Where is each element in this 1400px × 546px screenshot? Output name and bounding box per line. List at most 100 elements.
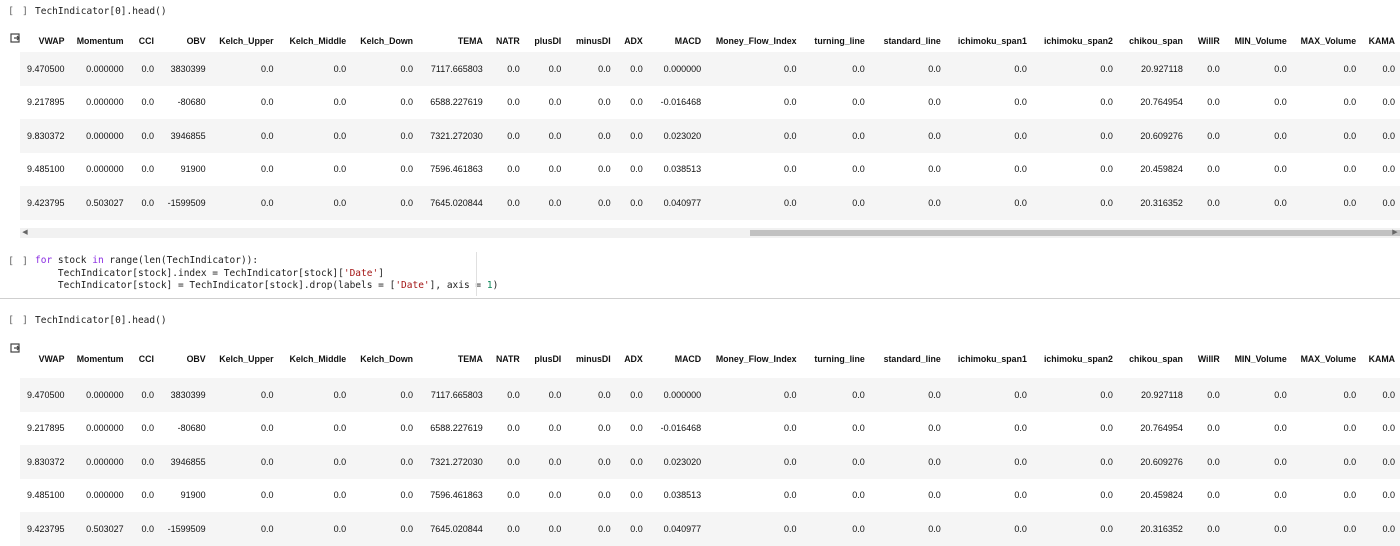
table-cell: 0.0 [615,85,648,119]
table-cell: 91900 [158,478,211,512]
table-cell: 0.0 [210,186,279,220]
output-toggle-icon[interactable] [10,33,21,44]
cell-2-run-button[interactable]: [ ] [8,256,30,267]
table-cell: 7596.461863 [418,478,488,512]
column-header: MIN_Volume [1234,36,1287,46]
table-cell: 0.0 [801,85,870,119]
table-cell: 0.0 [1224,52,1292,86]
table-cell: 0.0 [128,186,159,220]
table-cell: 6588.227619 [418,85,488,119]
output-toggle-icon[interactable] [10,343,21,354]
column-header: Kelch_Middle [289,36,347,46]
column-header: MACD [674,36,702,46]
scrollbar-thumb[interactable] [750,230,1400,236]
table-cell: 0.0 [210,411,279,445]
table-cell: 0.0 [1224,478,1292,512]
table-cell: 0.0 [615,445,648,479]
table-row: 9.830372 0.000000 0.0 3946855 0.0 0.0 0.0 7321.… [20,445,1400,479]
table-cell: 0.0 [566,445,616,479]
table-cell: 0.0 [869,411,946,445]
table-cell: 0.0 [801,478,870,512]
cell-3-run-button[interactable]: [ ] [8,315,30,326]
table-cell: 0.000000 [647,52,707,86]
table-cell: 0.0 [351,512,419,546]
table-cell: 0.0 [1361,445,1400,479]
table-cell: 91900 [158,152,211,186]
table-cell: 0.038513 [647,152,707,186]
table-cell: 0.0 [1031,411,1118,445]
table-cell: 0.0 [1361,85,1400,119]
table-cell: 0.0 [566,152,616,186]
scroll-left-icon[interactable]: ◀ [22,229,28,236]
table-cell: 0.0 [615,119,648,153]
table-cell: 0.0 [945,119,1032,153]
table-row: 9.470500 0.000000 0.0 3830399 0.0 0.0 0.0 7117.… [20,52,1400,86]
table-cell: 0.040977 [647,512,707,546]
cell-1-run-button[interactable]: [ ] [8,6,30,17]
code-token: 'Date' [343,267,379,279]
code-cell-edge [476,252,477,296]
code-line: for stock in range(len(TechIndicator)): [35,255,498,268]
table-cell: 0.0 [1031,186,1118,220]
column-header: MIN_Volume [1234,354,1287,364]
table-cell: 0.0 [945,85,1032,119]
column-header: Momentum [76,354,124,364]
table-cell: 0.000000 [69,378,129,412]
cell-2-code[interactable]: for stock in range(len(TechIndicator)): … [35,255,498,293]
table-cell: 0.0 [801,152,870,186]
table-cell: 0.0 [1224,152,1292,186]
scroll-right-icon[interactable]: ▶ [1392,229,1398,236]
table-cell: 0.0 [210,85,279,119]
table-cell: 9.485100 [20,478,70,512]
table-cell: 20.316352 [1117,186,1188,220]
table-cell: 0.0 [128,411,159,445]
column-header: CCI [138,354,154,364]
table-cell: 7596.461863 [418,152,488,186]
table-cell: 0.0 [210,119,279,153]
table-cell: -1599509 [158,186,211,220]
table-cell: 0.0 [1187,512,1225,546]
table-cell: 0.0 [1361,512,1400,546]
table-cell: 0.0 [869,152,946,186]
table-cell: 0.0 [945,52,1032,86]
table-cell: 0.0 [210,445,279,479]
table-cell: 0.0 [801,411,870,445]
column-header: minusDI [575,354,611,364]
table-cell: 0.0 [566,512,616,546]
table-cell: 0.0 [1291,52,1362,86]
column-header: ADX [624,36,643,46]
table-cell: 0.0 [1291,152,1362,186]
table-cell: 0.0 [1291,445,1362,479]
table-cell: 0.0 [524,512,567,546]
table-cell: 0.023020 [647,445,707,479]
cell-3-code[interactable]: TechIndicator[0].head() [35,315,167,326]
column-header: VWAP [38,36,65,46]
column-header: TEMA [457,354,483,364]
table-cell: 0.0 [945,445,1032,479]
table-cell: 0.0 [1031,378,1118,412]
table-cell: 0.0 [278,478,352,512]
table-cell: 0.000000 [647,378,707,412]
table-cell: 0.0 [278,186,352,220]
table-cell: 0.0 [801,512,870,546]
table-cell: 3830399 [158,52,211,86]
table-cell: 20.459824 [1117,478,1188,512]
column-header: ADX [624,354,643,364]
table-cell: 0.0 [210,378,279,412]
column-header: chikou_span [1129,354,1183,364]
table-cell: 0.0 [210,52,279,86]
table-cell: 0.0 [351,445,419,479]
table-cell: 0.0 [351,119,419,153]
table-cell: 0.0 [706,411,802,445]
table-cell: 0.0 [487,85,525,119]
cell-1-code[interactable]: TechIndicator[0].head() [35,6,167,17]
table-row: 9.423795 0.503027 0.0 -1599509 0.0 0.0 0.0 7645… [20,186,1400,220]
table-row: 9.830372 0.000000 0.0 3946855 0.0 0.0 0.0 7321.… [20,119,1400,153]
horizontal-scrollbar[interactable]: ◀ ▶ [20,228,1400,238]
table-cell: 0.0 [1224,119,1292,153]
table-cell: 0.0 [945,478,1032,512]
table-cell: 3946855 [158,445,211,479]
code-token: range(len(TechIndicator)): [103,255,259,266]
table-cell: 0.0 [615,378,648,412]
cell-divider [0,298,1400,299]
